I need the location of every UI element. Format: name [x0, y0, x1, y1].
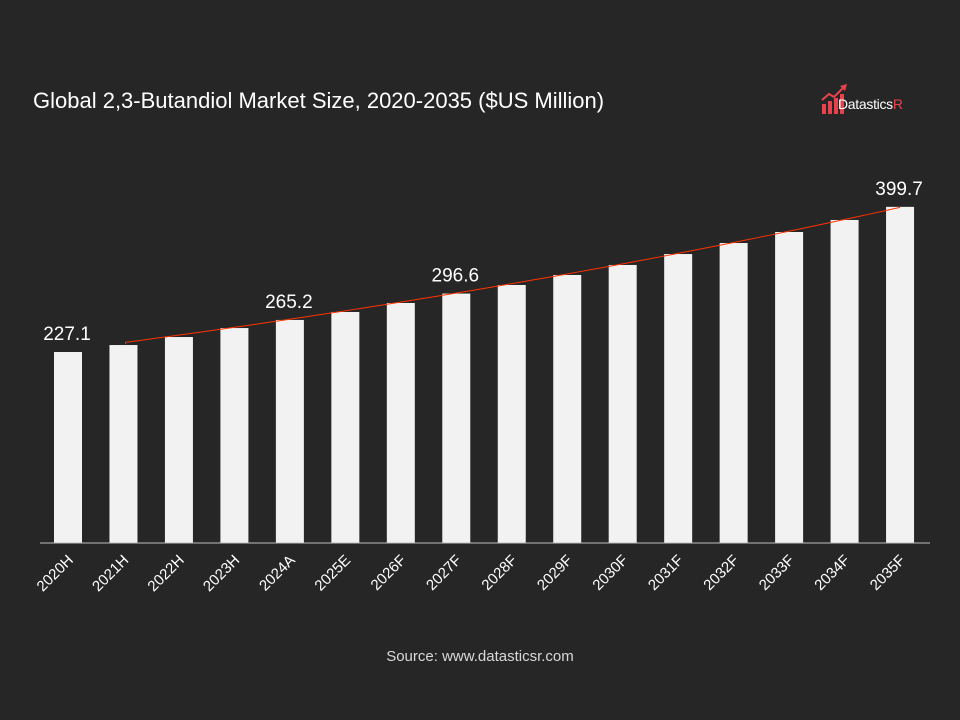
x-tick-label: 2029F — [534, 552, 576, 594]
x-tick-label: 2035F — [867, 552, 909, 594]
x-tick-label: 2022H — [144, 552, 187, 595]
bar-2020H — [54, 352, 82, 543]
data-label: 227.1 — [43, 324, 91, 345]
data-label: 296.6 — [432, 266, 480, 287]
bar-2030F — [608, 264, 637, 543]
bar-2026F — [386, 302, 415, 543]
x-tick-label: 2030F — [589, 552, 631, 594]
bar-2031F — [664, 254, 693, 543]
trend-line — [124, 206, 901, 345]
bar-2029F — [553, 274, 582, 543]
x-tick-label: 2027F — [423, 552, 465, 594]
bar-2021H — [109, 345, 138, 543]
brand-name: DatasticsR — [838, 96, 903, 112]
x-tick-label: 2031F — [645, 552, 687, 594]
x-tick-label: 2026F — [368, 552, 410, 594]
x-tick-label: 2025E — [311, 552, 354, 595]
x-tick-label: 2024A — [256, 552, 299, 595]
bar-2022H — [164, 337, 193, 543]
bar-2032F — [719, 243, 748, 543]
bar-2024A — [275, 319, 304, 543]
bar-2034F — [830, 219, 859, 543]
x-tick-label: 2034F — [811, 552, 853, 594]
source-note: Source: www.datasticsr.com — [386, 648, 574, 665]
bar-2033F — [775, 231, 804, 543]
x-tick-label: 2032F — [700, 552, 742, 594]
x-tick-label: 2023H — [200, 552, 243, 595]
x-tick-label: 2021H — [89, 552, 132, 595]
data-label: 265.2 — [265, 292, 313, 313]
bar-2023H — [220, 328, 249, 543]
x-tick-label: 2028F — [478, 552, 520, 594]
bar-2025E — [331, 311, 360, 543]
bar-2035F — [886, 206, 915, 543]
bar-2027F — [442, 293, 471, 543]
x-tick-label: 2020H — [34, 552, 77, 595]
datasticsr-logo-icon — [821, 84, 847, 114]
chart-title: Global 2,3-Butandiol Market Size, 2020-2… — [33, 88, 605, 113]
data-label: 399.7 — [875, 179, 923, 200]
bar-2028F — [497, 284, 526, 543]
x-tick-label: 2033F — [756, 552, 798, 594]
